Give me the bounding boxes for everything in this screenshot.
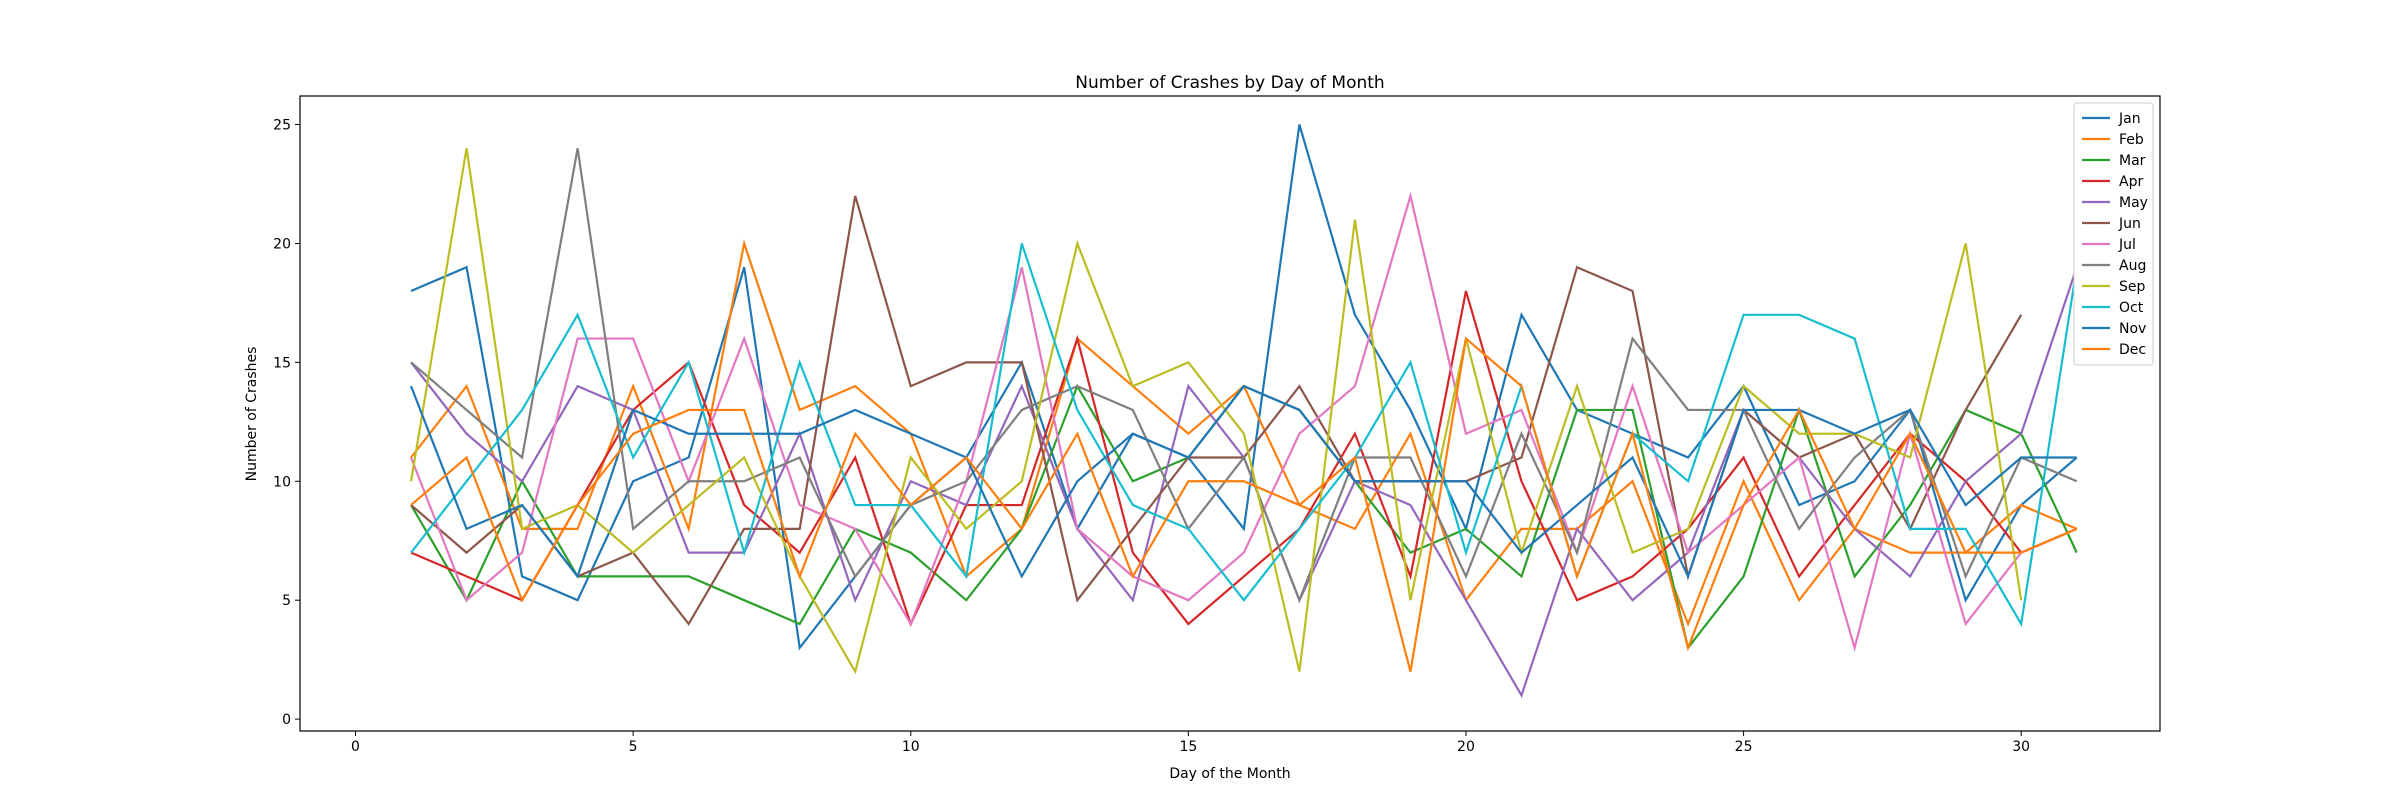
legend-label: Aug [2119,258,2146,274]
legend-label: Nov [2119,321,2146,337]
y-tick-label: 25 [273,118,291,134]
series-line-jun [410,195,2023,626]
legend-label: Feb [2119,132,2144,148]
series-line-oct [410,243,2078,628]
x-tick-label: 25 [1735,739,1753,755]
chart-title: Number of Crashes by Day of Month [1075,73,1384,93]
x-tick-label: 5 [629,739,638,755]
legend-label: Dec [2119,342,2146,358]
x-tick-label: 10 [902,739,920,755]
legend-label: May [2119,195,2148,211]
legend-box [2073,102,2154,366]
series-lines [409,124,2078,698]
legend: Jan Feb Mar Apr May Jun Jul Aug Sep Oct Nov Dec [2073,102,2154,366]
series-line-dec [410,336,2078,672]
x-tick-label: 20 [1457,739,1475,755]
y-tick-label: 5 [282,593,291,609]
plot-frame [299,95,2161,732]
legend-label: Mar [2119,153,2146,169]
y-axis-label: Number of Crashes [244,347,260,482]
x-tick-label: 15 [1179,739,1197,755]
x-axis-label: Day of the Month [1169,766,1290,782]
legend-label: Jan [2118,111,2141,127]
y-tick-label: 10 [273,474,291,490]
legend-label: Sep [2119,279,2146,295]
legend-label: Jun [2118,216,2141,232]
y-tick-label: 15 [273,355,291,371]
legend-label: Oct [2119,300,2144,316]
legend-label: Jul [2118,237,2136,253]
legend-label: Apr [2119,174,2143,190]
series-line-jan [410,124,2078,651]
series-line-sep [409,148,2023,675]
x-tick-label: 0 [351,739,360,755]
series-line-mar [410,383,2078,651]
x-tick-label: 30 [2012,739,2030,755]
y-tick-label: 20 [273,236,291,252]
axis-ticks: 0 5 10 15 20 25 30 0 5 10 15 20 25 [273,118,2030,755]
y-tick-label: 0 [282,712,291,728]
series-line-aug [410,148,2078,604]
